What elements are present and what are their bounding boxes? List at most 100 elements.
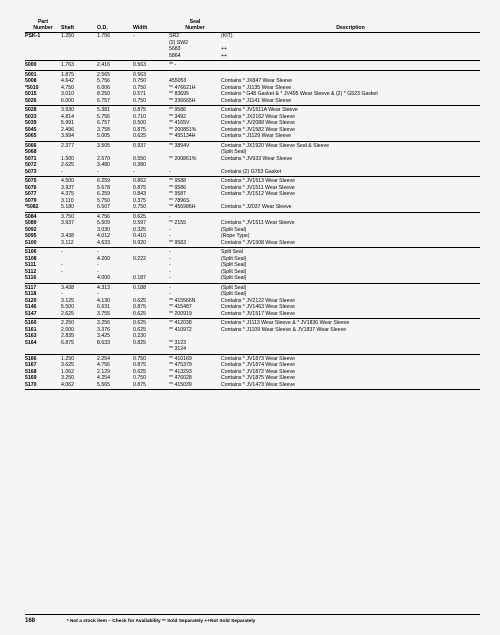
cell-part: 5170 xyxy=(25,382,61,389)
cell-desc: ++ xyxy=(221,53,480,60)
cell-width: 0.563 xyxy=(133,62,169,69)
header-shaft: Shaft xyxy=(61,20,97,31)
header-part-2: Number xyxy=(33,26,53,32)
cell-desc xyxy=(221,346,480,353)
cell-od: 4.000 xyxy=(97,275,133,282)
table-row: 5073----Contains (2) G753 Gasket xyxy=(25,169,480,176)
cell-desc: Contains * J1141 Wear Sleeve xyxy=(221,98,480,105)
cell-seal: 5864 xyxy=(169,53,221,60)
cell-part: 5147 xyxy=(25,311,61,318)
table-row: ** 3124 xyxy=(25,346,480,353)
cell-width: 0.625 xyxy=(133,311,169,318)
cell-seal: ** 456986H xyxy=(169,204,221,211)
cell-desc xyxy=(221,62,480,69)
cell-od: 5.005 xyxy=(97,133,133,140)
cell-seal: ** - xyxy=(169,62,221,69)
cell-desc: Contains (2) G753 Gasket xyxy=(221,169,480,176)
cell-shaft: 4.062 xyxy=(61,382,97,389)
table-row: 51003.1124.6330.920** 9583Contains * JV1… xyxy=(25,240,480,247)
header-seal: Seal Number xyxy=(169,20,221,31)
footnote-text: * Not a stock item – Check for Availabil… xyxy=(67,619,256,624)
divider xyxy=(25,70,480,71)
page-number: 168 xyxy=(25,618,35,624)
cell-od: 3.755 xyxy=(97,311,133,318)
table-row: 50001.7632.4160.563** - xyxy=(25,62,480,69)
cell-part: *5082 xyxy=(25,204,61,211)
table-row: 50266.0006.7570.750** 336665HContains * … xyxy=(25,98,480,105)
table-body: PSK-11.2501.756-SR2(KIT)(2) SW25683++586… xyxy=(25,33,480,390)
cell-part: 5073 xyxy=(25,169,61,176)
cell-part: 5000 xyxy=(25,62,61,69)
cell-seal: ** 415039 xyxy=(169,382,221,389)
table-row: *50825.1806.5070.750** 456986HContains *… xyxy=(25,204,480,211)
cell-seal: ** 3124 xyxy=(169,346,221,353)
cell-seal: - xyxy=(169,169,221,176)
cell-seal: ** 200919 xyxy=(169,311,221,318)
page-footer: 168 * Not a stock item – Check for Avail… xyxy=(25,614,480,624)
cell-part xyxy=(25,53,61,60)
cell-od: 6.757 xyxy=(97,98,133,105)
cell-width: - xyxy=(133,169,169,176)
cell-shaft: 3.994 xyxy=(61,133,97,140)
cell-width xyxy=(133,53,169,60)
header-seal-2: Number xyxy=(185,26,205,32)
divider xyxy=(25,283,480,284)
table-row: 5116 4.0000.187-(Split Seal) xyxy=(25,275,480,282)
divider xyxy=(25,354,480,355)
table-row: 5864++ xyxy=(25,53,480,60)
cell-shaft xyxy=(61,53,97,60)
cell-shaft: 2.625 xyxy=(61,311,97,318)
cell-width: 0.187 xyxy=(133,275,169,282)
table-header: Part Number Shaft O.D. Width Seal Number… xyxy=(25,20,480,33)
divider xyxy=(25,389,480,390)
header-od: O.D. xyxy=(97,20,133,31)
cell-od: 4.633 xyxy=(97,240,133,247)
cell-seal: ** 455134H xyxy=(169,133,221,140)
table-row: 51704.0625.5650.875** 415039Contains * J… xyxy=(25,382,480,389)
divider xyxy=(25,247,480,248)
cell-width: 0.750 xyxy=(133,204,169,211)
header-width: Width xyxy=(133,20,169,31)
cell-part: 5065 xyxy=(25,133,61,140)
cell-desc: (Split Seal) xyxy=(221,275,480,282)
header-part: Part Number xyxy=(25,20,61,31)
cell-shaft: 5.180 xyxy=(61,204,97,211)
cell-seal: ** 336665H xyxy=(169,98,221,105)
cell-shaft: 3.112 xyxy=(61,240,97,247)
divider xyxy=(25,176,480,177)
cell-od: 6.507 xyxy=(97,204,133,211)
divider xyxy=(25,141,480,142)
cell-desc: Contains * J1129 Wear Sleeve xyxy=(221,133,480,140)
cell-width xyxy=(133,346,169,353)
cell-part: 5100 xyxy=(25,240,61,247)
cell-width: 0.920 xyxy=(133,240,169,247)
cell-part xyxy=(25,346,61,353)
cell-shaft xyxy=(61,275,97,282)
cell-part: 5026 xyxy=(25,98,61,105)
cell-width: 0.625 xyxy=(133,133,169,140)
cell-od: - xyxy=(97,169,133,176)
cell-desc: Contains * JV1473 Wear Sleeve xyxy=(221,382,480,389)
divider xyxy=(25,212,480,213)
cell-shaft: 1.763 xyxy=(61,62,97,69)
cell-width: 0.750 xyxy=(133,98,169,105)
header-desc: Description xyxy=(221,20,480,31)
divider xyxy=(25,105,480,106)
cell-seal: - xyxy=(169,275,221,282)
cell-shaft xyxy=(61,346,97,353)
cell-desc: Contains * JV1517 Wear Sleeve xyxy=(221,311,480,318)
divider xyxy=(25,60,480,61)
table-row: 51472.6253.7550.625** 200919Contains * J… xyxy=(25,311,480,318)
divider xyxy=(25,318,480,319)
cell-od: 5.565 xyxy=(97,382,133,389)
cell-shaft: 6.000 xyxy=(61,98,97,105)
cell-width: 0.875 xyxy=(133,382,169,389)
cell-part: 5116 xyxy=(25,275,61,282)
cell-desc: Contains * JV1508 Wear Sleeve xyxy=(221,240,480,247)
cell-shaft: - xyxy=(61,169,97,176)
cell-od xyxy=(97,53,133,60)
cell-desc: Contains * J2037 Wear Sleeve xyxy=(221,204,480,211)
cell-seal: ** 9583 xyxy=(169,240,221,247)
cell-od xyxy=(97,346,133,353)
parts-table: Part Number Shaft O.D. Width Seal Number… xyxy=(25,20,480,390)
